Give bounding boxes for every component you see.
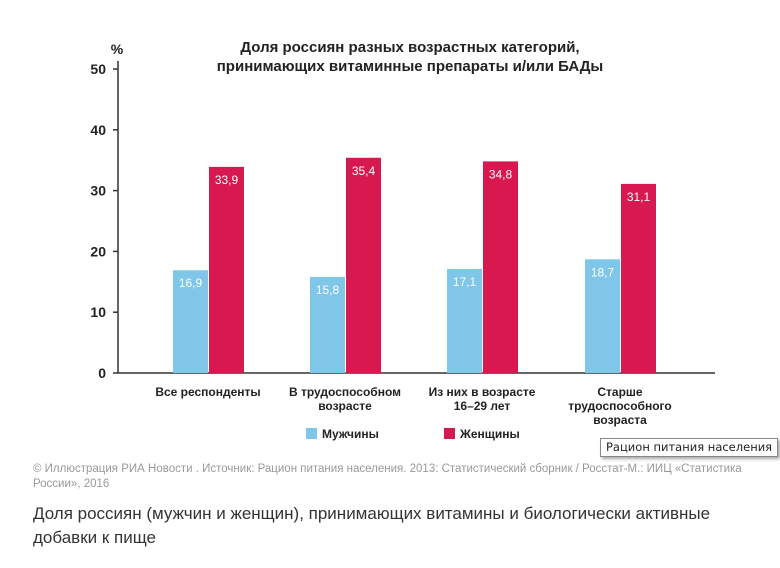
category-label: В трудоспособном	[289, 385, 401, 399]
data-label: 15,8	[316, 283, 340, 297]
data-label: 17,1	[453, 275, 477, 289]
y-tick-label: 10	[90, 304, 106, 320]
data-label: 31,1	[627, 190, 651, 204]
image-caption: Доля россиян (мужчин и женщин), принимаю…	[33, 504, 711, 547]
bar-men	[447, 269, 482, 373]
category-label: Из них в возрасте	[429, 385, 536, 399]
category-label: Старше	[597, 385, 643, 399]
y-tick-label: 40	[90, 122, 106, 138]
category-label: 16–29 лет	[454, 399, 511, 413]
data-label: 35,4	[352, 164, 376, 178]
data-label: 34,8	[489, 167, 513, 181]
bar-men	[585, 259, 620, 373]
chart-title: принимающих витаминные препараты и/или Б…	[217, 58, 603, 75]
bar-women	[346, 157, 381, 373]
data-label: 33,9	[215, 173, 239, 187]
category-label: возрасте	[318, 399, 372, 413]
legend-swatch	[306, 428, 317, 439]
y-tick-label: 50	[90, 61, 106, 77]
bar-men	[310, 276, 345, 373]
bar-men	[173, 270, 208, 373]
data-label: 18,7	[591, 265, 615, 279]
category-label: возраста	[593, 413, 647, 427]
bar-chart: Доля россиян разных возрастных категорий…	[90, 39, 715, 441]
chart-title: Доля россиян разных возрастных категорий…	[240, 39, 579, 56]
data-label: 16,9	[179, 276, 203, 290]
category-label: трудоспособного	[568, 399, 671, 413]
legend-label: Женщины	[459, 427, 520, 441]
y-tick-label: 30	[90, 183, 106, 199]
legend-label: Мужчины	[322, 427, 379, 441]
y-axis-label: %	[111, 41, 124, 57]
y-tick-label: 0	[98, 365, 106, 381]
bar-women	[209, 166, 244, 373]
bar-women	[621, 183, 656, 373]
tooltip: Рацион питания населения	[600, 438, 779, 457]
y-tick-label: 20	[90, 243, 106, 259]
legend-swatch	[444, 428, 455, 439]
image-credit: © Иллюстрация РИА Новости . Источник: Ра…	[33, 463, 742, 490]
bar-women	[483, 161, 518, 373]
category-label: Все респонденты	[155, 385, 260, 399]
